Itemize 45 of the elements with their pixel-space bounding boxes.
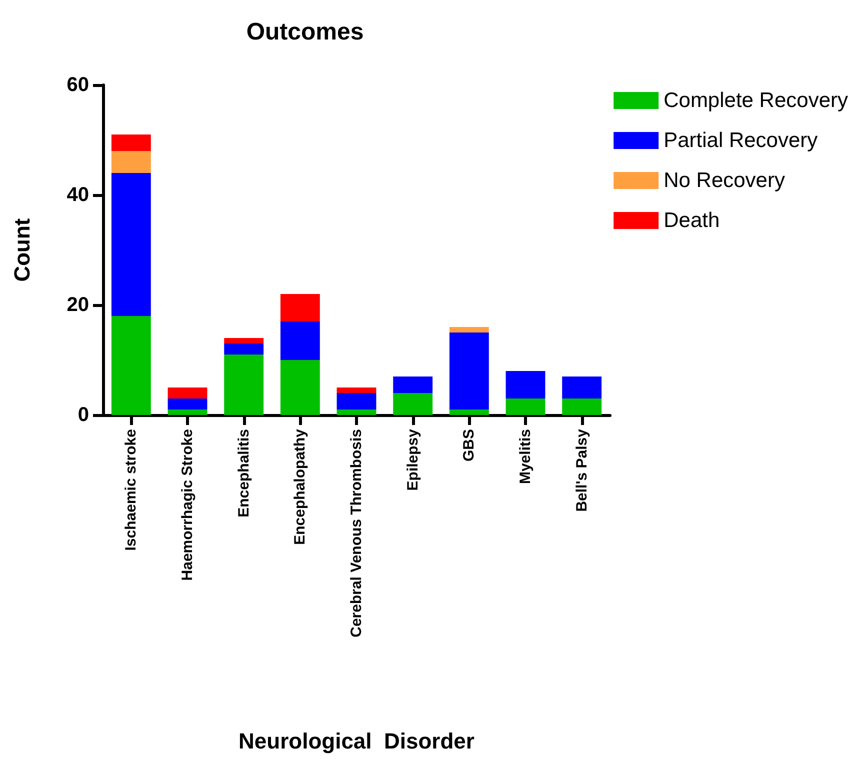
bar [111, 173, 151, 316]
bar [449, 410, 489, 415]
bar [280, 360, 320, 415]
y-tick-label: 20 [66, 294, 89, 316]
x-tick-label: GBS [460, 429, 478, 462]
legend-label: Death [664, 209, 720, 232]
bar [393, 393, 433, 415]
x-tick-label: Epilepsy [404, 428, 422, 491]
y-axis-title: Count [10, 218, 34, 282]
legend-label: Complete Recovery [664, 89, 848, 112]
y-tick-label: 60 [66, 74, 89, 96]
x-tick-label: Ischaemic stroke [122, 429, 140, 551]
bar [336, 393, 376, 410]
x-axis-title: Neurological Disorder [238, 728, 475, 754]
bar [393, 376, 433, 393]
bar [224, 344, 264, 354]
bar [562, 398, 602, 415]
x-tick-label: Haemorrhagic Stroke [179, 429, 196, 581]
bar [224, 354, 264, 415]
x-tick-label: Encephalopathy [292, 428, 309, 545]
bar [449, 332, 489, 410]
legend-label: No Recovery [664, 169, 786, 192]
bar [111, 151, 151, 173]
y-tick-label: 0 [78, 404, 89, 426]
bar [111, 134, 151, 151]
bar [111, 316, 151, 415]
bar [336, 388, 376, 393]
x-tick-label: Cerebral Venous Thrombosis [348, 429, 365, 638]
bar [506, 398, 546, 415]
bar [280, 322, 320, 360]
bar [449, 327, 489, 332]
bar [168, 388, 208, 398]
x-tick-label: Bell's Palsy [573, 428, 590, 512]
bar [562, 376, 602, 398]
bar [506, 371, 546, 398]
y-tick-label: 40 [66, 184, 89, 206]
bar [168, 410, 208, 415]
bar [336, 410, 376, 415]
bar [280, 294, 320, 322]
legend-label: Partial Recovery [664, 129, 818, 152]
x-tick-label: Encephalitis [235, 429, 252, 518]
chart-title: Outcomes [246, 18, 364, 46]
x-tick-label: Myelitis [517, 429, 534, 484]
bar [168, 398, 208, 410]
bar [224, 338, 264, 344]
